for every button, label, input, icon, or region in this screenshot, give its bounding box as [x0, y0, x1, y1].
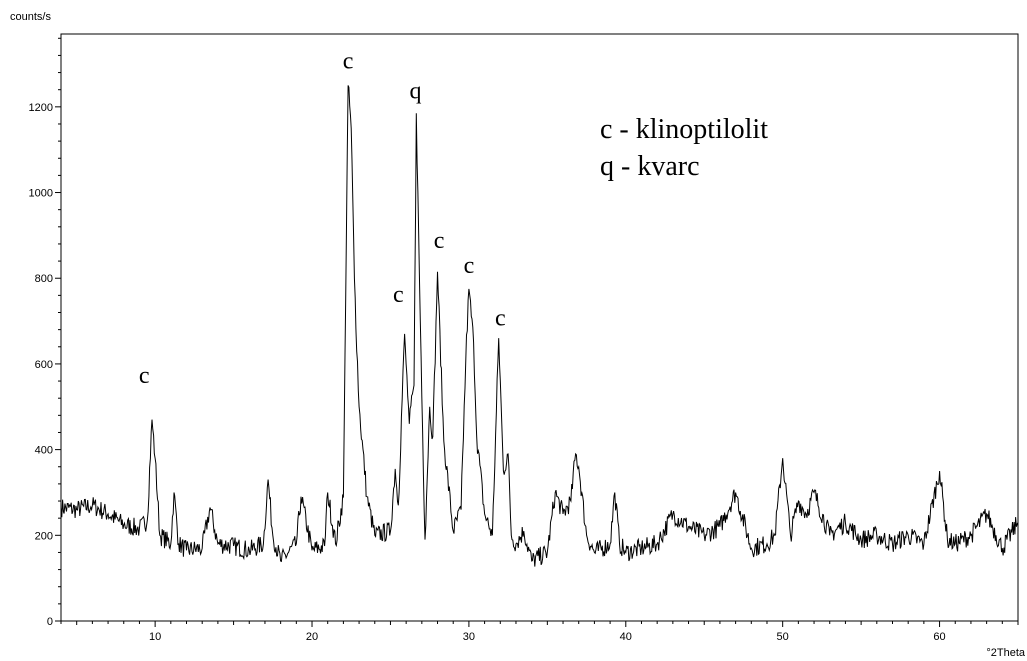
- peak-label-q: q: [410, 78, 422, 104]
- diffraction-series-line: [60, 85, 1019, 567]
- y-tick-label: 800: [35, 273, 53, 285]
- peak-label-c: c: [464, 253, 475, 279]
- y-tick-label: 400: [35, 445, 53, 457]
- x-tick-label: 40: [620, 631, 632, 643]
- y-tick-label: 600: [35, 359, 53, 371]
- legend: c - klinoptilolit q - kvarc: [600, 114, 768, 182]
- y-tick-label: 1200: [29, 102, 53, 114]
- peak-label-c: c: [343, 48, 354, 74]
- x-tick-label: 10: [149, 631, 161, 643]
- x-tick-label: 50: [777, 631, 789, 643]
- y-tick-label: 1000: [29, 188, 53, 200]
- x-tick-label: 30: [463, 631, 475, 643]
- x-axis: 10 20 30 40 50 60: [60, 621, 1019, 643]
- peak-label-c: c: [434, 228, 445, 254]
- legend-entry-klinoptilolit: c - klinoptilolit: [600, 114, 768, 145]
- x-axis-unit-label: °2Theta: [986, 647, 1026, 659]
- x-tick-label: 20: [306, 631, 318, 643]
- y-tick-label: 200: [35, 530, 53, 542]
- peak-label-c: c: [495, 305, 506, 331]
- y-axis: 0 200 400 600 800 1000 1200: [29, 37, 61, 628]
- x-tick-label: 60: [933, 631, 945, 643]
- legend-entry-kvarc: q - kvarc: [600, 151, 700, 182]
- plot-frame: [60, 33, 1019, 622]
- y-tick-label: 0: [47, 616, 53, 628]
- peak-label-c: c: [139, 363, 150, 389]
- y-axis-unit-label: counts/s: [10, 11, 51, 23]
- peak-label-c: c: [393, 282, 404, 308]
